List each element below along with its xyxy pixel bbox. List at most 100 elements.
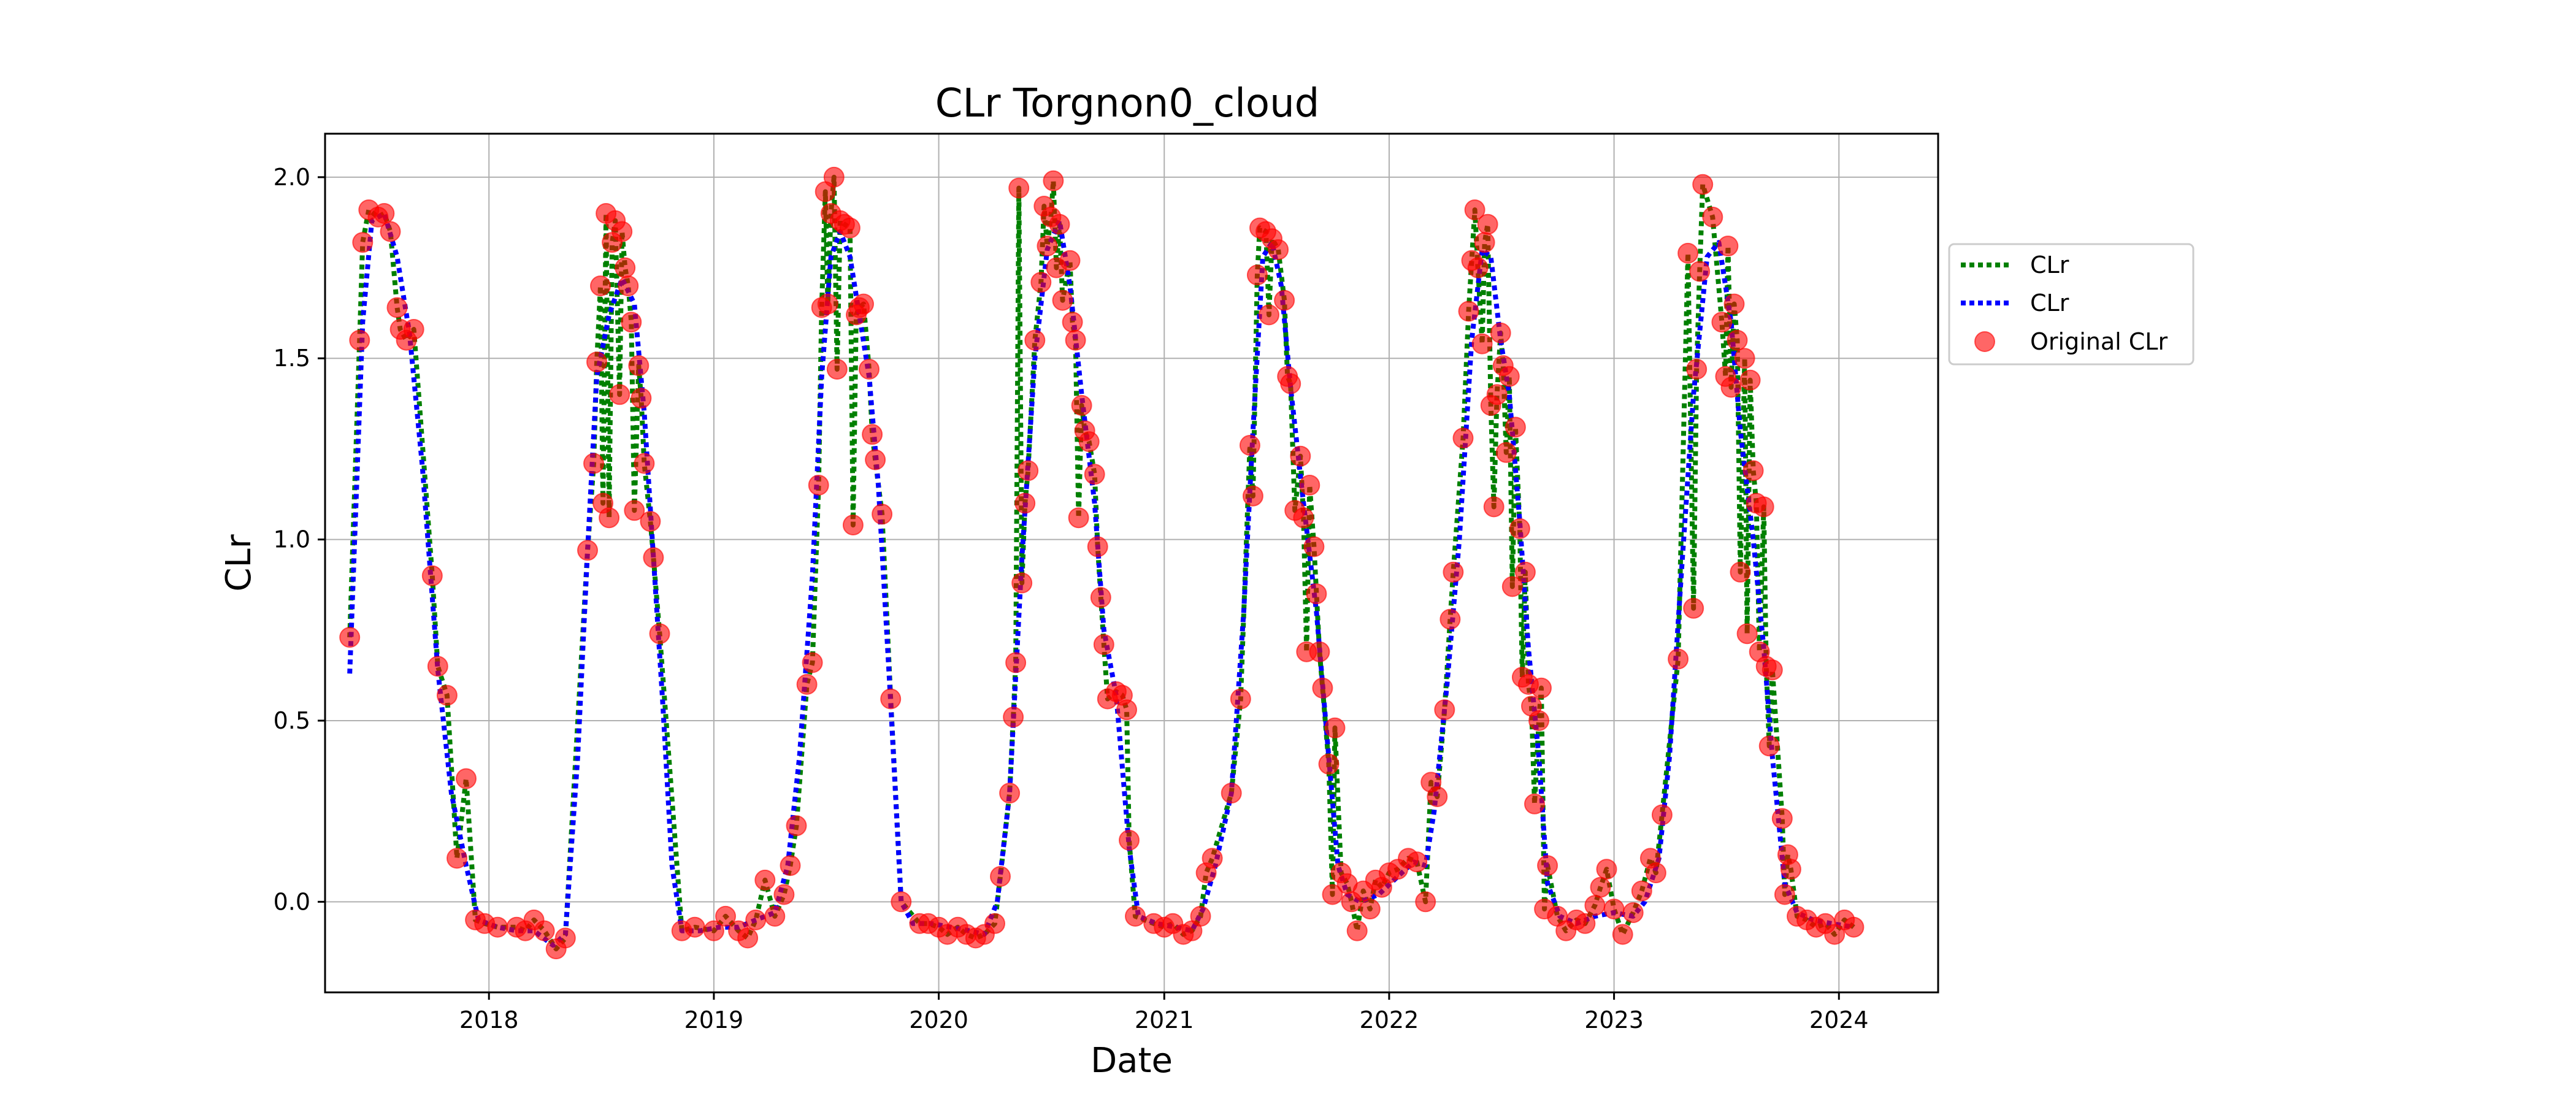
original-clr-point bbox=[865, 449, 886, 470]
original-clr-point bbox=[1090, 587, 1111, 608]
original-clr-point bbox=[1018, 460, 1039, 481]
original-clr-point bbox=[1486, 384, 1508, 405]
original-clr-point bbox=[684, 916, 705, 938]
original-clr-point bbox=[1720, 377, 1742, 398]
original-clr-point bbox=[1723, 293, 1745, 315]
original-clr-point bbox=[880, 688, 902, 710]
original-clr-point bbox=[1003, 707, 1024, 728]
original-clr-point bbox=[447, 848, 467, 869]
original-clr-point bbox=[1689, 261, 1711, 282]
original-clr-point bbox=[1125, 905, 1146, 927]
original-clr-point bbox=[1631, 880, 1652, 902]
original-clr-point bbox=[1406, 851, 1428, 873]
original-clr-point bbox=[1771, 808, 1793, 829]
original-clr-point bbox=[1584, 895, 1606, 916]
original-clr-point bbox=[1230, 688, 1251, 710]
original-clr-point bbox=[1501, 576, 1523, 597]
original-clr-point bbox=[1221, 783, 1242, 804]
original-clr-point bbox=[1043, 170, 1064, 191]
series-original-points bbox=[339, 166, 1865, 960]
original-clr-point bbox=[583, 453, 604, 474]
original-clr-point bbox=[1537, 855, 1558, 876]
original-clr-point bbox=[1498, 366, 1520, 387]
original-clr-point bbox=[1495, 442, 1517, 463]
original-clr-point bbox=[1824, 924, 1846, 945]
original-clr-point bbox=[1084, 464, 1105, 485]
original-clr-point bbox=[586, 351, 607, 373]
y-axis-ticks: 0.0 0.5 1.0 1.5 2.0 bbox=[274, 164, 325, 915]
original-clr-point bbox=[737, 927, 759, 949]
original-clr-point bbox=[1024, 329, 1046, 351]
original-clr-point bbox=[609, 384, 631, 405]
original-clr-point bbox=[842, 515, 864, 535]
y-axis-label: CLr bbox=[219, 534, 259, 591]
original-clr-point bbox=[1774, 884, 1795, 905]
original-clr-point bbox=[1087, 536, 1108, 558]
original-clr-point bbox=[1758, 735, 1780, 757]
original-clr-point bbox=[1059, 250, 1081, 271]
original-clr-point bbox=[534, 920, 555, 941]
plot-area bbox=[324, 132, 1939, 994]
original-clr-point bbox=[1202, 848, 1223, 869]
original-clr-point bbox=[1464, 199, 1485, 221]
original-clr-point bbox=[1030, 272, 1052, 293]
original-clr-point bbox=[1439, 608, 1461, 630]
original-clr-point bbox=[1505, 416, 1526, 438]
original-clr-point bbox=[1037, 236, 1058, 257]
original-clr-point bbox=[1312, 677, 1333, 699]
original-clr-point bbox=[1612, 924, 1633, 945]
original-clr-point bbox=[1477, 213, 1498, 235]
original-clr-point bbox=[808, 475, 829, 496]
original-clr-point bbox=[1761, 659, 1783, 681]
original-clr-point bbox=[1324, 717, 1346, 738]
original-clr-point bbox=[1753, 496, 1774, 518]
original-clr-point bbox=[780, 855, 801, 876]
y-tick-label: 2.0 bbox=[274, 164, 310, 191]
original-clr-point bbox=[1702, 206, 1723, 228]
original-clr-point bbox=[1293, 507, 1314, 529]
original-clr-point bbox=[1427, 786, 1448, 807]
original-clr-point bbox=[1514, 561, 1536, 583]
original-clr-point bbox=[999, 783, 1021, 804]
original-clr-point bbox=[1474, 232, 1495, 253]
legend-label-original: Original CLr bbox=[2030, 328, 2168, 355]
original-clr-point bbox=[1843, 916, 1865, 938]
original-clr-point bbox=[1190, 905, 1211, 927]
original-clr-point bbox=[615, 257, 636, 278]
original-clr-point bbox=[1359, 899, 1381, 920]
legend-label-green: CLr bbox=[2030, 251, 2069, 278]
original-clr-point bbox=[624, 500, 645, 521]
original-clr-point bbox=[1668, 648, 1689, 670]
legend: CLr CLr Original CLr bbox=[1948, 243, 2195, 366]
original-clr-point bbox=[802, 652, 823, 673]
original-clr-point bbox=[1467, 257, 1489, 278]
original-clr-point bbox=[1692, 174, 1714, 195]
original-clr-point bbox=[1780, 859, 1801, 880]
original-clr-point bbox=[1524, 793, 1545, 815]
original-clr-point bbox=[754, 869, 776, 891]
original-clr-point bbox=[1062, 312, 1083, 333]
original-clr-point bbox=[352, 232, 374, 253]
original-clr-point bbox=[590, 275, 611, 297]
original-clr-point bbox=[1290, 445, 1311, 467]
original-clr-point bbox=[1246, 264, 1268, 286]
original-clr-point bbox=[796, 673, 818, 695]
original-clr-point bbox=[1303, 536, 1325, 558]
original-clr-point bbox=[1645, 862, 1666, 884]
original-clr-point bbox=[1736, 623, 1758, 645]
original-clr-point bbox=[1603, 899, 1625, 920]
original-clr-point bbox=[421, 565, 443, 586]
original-clr-point bbox=[1490, 322, 1511, 343]
original-clr-point bbox=[1683, 597, 1704, 619]
original-clr-point bbox=[1415, 891, 1436, 913]
original-clr-point bbox=[1093, 634, 1114, 655]
original-clr-point bbox=[1078, 431, 1100, 453]
original-clr-point bbox=[1717, 236, 1739, 257]
x-tick-label: 2024 bbox=[1809, 1006, 1869, 1033]
original-clr-point bbox=[386, 297, 408, 318]
original-clr-point bbox=[577, 540, 598, 561]
original-clr-point bbox=[374, 203, 395, 224]
original-clr-point bbox=[611, 221, 633, 242]
original-clr-point bbox=[1049, 213, 1070, 235]
